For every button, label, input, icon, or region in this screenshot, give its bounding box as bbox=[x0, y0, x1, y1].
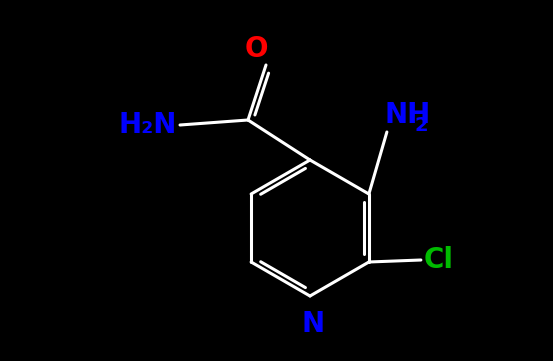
Text: N: N bbox=[301, 310, 325, 338]
Text: O: O bbox=[244, 35, 268, 63]
Text: 2: 2 bbox=[415, 116, 429, 135]
Text: H₂N: H₂N bbox=[119, 111, 177, 139]
Text: Cl: Cl bbox=[424, 246, 454, 274]
Text: NH: NH bbox=[385, 101, 431, 129]
